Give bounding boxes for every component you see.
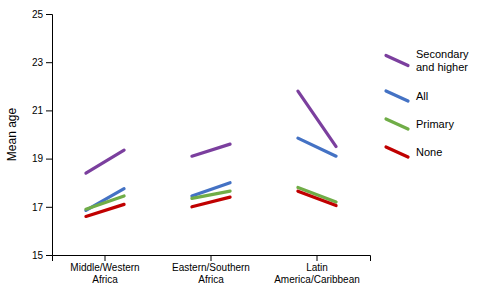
legend-swatch	[386, 119, 408, 129]
x-tick-label: Middle/WesternAfrica	[70, 262, 139, 285]
x-axis: Middle/WesternAfricaEastern/SouthernAfri…	[53, 255, 371, 285]
y-tick-label: 15	[32, 250, 44, 261]
legend-item: Primary	[386, 118, 454, 130]
text-line: All	[416, 90, 428, 102]
x-tick-mark	[105, 255, 106, 261]
x-tick-label: Eastern/SouthernAfrica	[172, 262, 250, 285]
trend-line	[192, 144, 230, 156]
chart-svg: 151719212325Middle/WesternAfricaEastern/…	[0, 0, 500, 299]
text-line: Middle/Western	[70, 262, 139, 273]
trend-line	[298, 191, 336, 205]
x-tick: LatinAmerica/Caribbean	[274, 255, 360, 285]
text-line: None	[416, 146, 442, 158]
x-tick-mark	[317, 255, 318, 261]
y-tick-label: 25	[32, 9, 44, 20]
y-tick-mark	[46, 110, 52, 111]
legend-swatch	[386, 56, 408, 66]
trend-line	[86, 150, 124, 173]
x-axis-line	[53, 256, 371, 262]
y-tick-mark	[46, 255, 52, 256]
trend-line	[86, 204, 124, 216]
x-tick-mark	[211, 255, 212, 261]
y-axis: 15 17 19 21 23 25	[32, 9, 53, 261]
x-tick-label: LatinAmerica/Caribbean	[274, 262, 360, 285]
y-axis-line	[46, 15, 53, 256]
text-line: America/Caribbean	[274, 274, 360, 285]
series	[86, 138, 336, 210]
text-line: and higher	[416, 61, 468, 73]
x-tick: Eastern/SouthernAfrica	[172, 255, 250, 285]
y-tick: 21	[32, 105, 52, 116]
y-tick-mark	[46, 207, 52, 208]
text-line: Africa	[92, 274, 118, 285]
trend-line	[298, 138, 336, 156]
y-tick: 17	[32, 202, 52, 213]
text-line: Eastern/Southern	[172, 262, 250, 273]
y-tick: 19	[32, 153, 52, 164]
text-line: Primary	[416, 118, 454, 130]
text-line: Latin	[306, 262, 328, 273]
series	[86, 91, 336, 173]
legend-label: Secondaryand higher	[416, 48, 469, 73]
legend-label: All	[416, 90, 428, 102]
y-tick-label: 21	[32, 105, 44, 116]
y-tick-label: 23	[32, 57, 44, 68]
y-tick-mark	[46, 14, 52, 15]
y-tick: 15	[32, 250, 52, 261]
y-tick-mark	[46, 159, 52, 160]
legend-item: Secondaryand higher	[386, 48, 469, 73]
y-axis-title: Mean age	[5, 107, 19, 161]
chart-container: 151719212325Middle/WesternAfricaEastern/…	[0, 0, 500, 299]
trend-line	[192, 197, 230, 207]
legend-label: None	[416, 146, 442, 158]
series	[86, 191, 336, 216]
trend-line	[298, 91, 336, 146]
legend: Secondaryand higher All Primary None	[386, 48, 469, 158]
x-tick: Middle/WesternAfrica	[70, 255, 139, 285]
y-tick: 23	[32, 57, 52, 68]
legend-swatch	[386, 91, 408, 101]
marks	[86, 91, 336, 216]
y-tick-label: 17	[32, 202, 44, 213]
text-line: Secondary	[416, 48, 469, 60]
legend-item: All	[386, 90, 428, 102]
plot: 151719212325Middle/WesternAfricaEastern/…	[5, 9, 371, 285]
y-tick-mark	[46, 62, 52, 63]
y-tick-label: 19	[32, 153, 44, 164]
y-tick: 25	[32, 9, 52, 20]
text-line: Africa	[198, 274, 224, 285]
legend-label: Primary	[416, 118, 454, 130]
legend-swatch	[386, 147, 408, 157]
legend-item: None	[386, 146, 442, 158]
